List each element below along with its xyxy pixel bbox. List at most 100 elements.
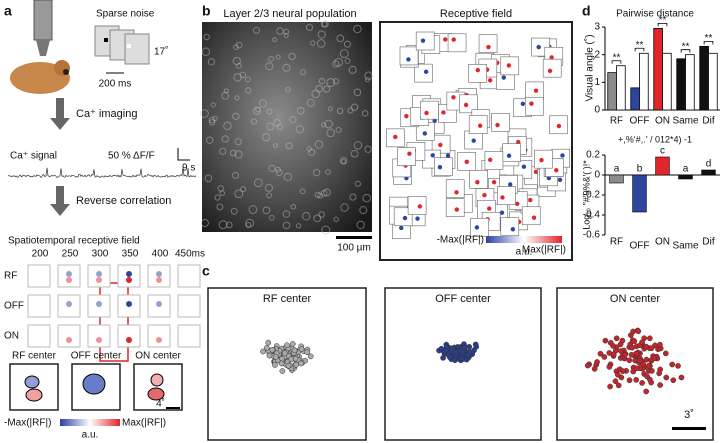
neuron — [348, 65, 357, 74]
rf-blob — [399, 225, 404, 231]
scatter-dot — [594, 359, 600, 365]
colorbar-max: Max(|RF|) — [522, 245, 566, 256]
neuron — [262, 133, 271, 142]
neuron — [310, 40, 316, 46]
sig-bracket — [657, 22, 668, 27]
rf-blob — [501, 75, 507, 80]
rf-blob — [528, 197, 533, 203]
bar-letter: a — [683, 164, 689, 175]
rf-blob — [529, 101, 534, 106]
scatter-dot — [648, 345, 655, 352]
scatter-dot — [644, 373, 650, 380]
neuron — [214, 194, 221, 201]
colorbar-unit: a.u. — [82, 430, 99, 441]
rf-blob — [156, 301, 162, 307]
neuron — [326, 78, 336, 88]
neuron — [268, 55, 275, 62]
calcium-trace — [7, 167, 197, 179]
neuron — [255, 106, 261, 113]
rf-blob — [402, 215, 408, 221]
rf-blob — [560, 153, 565, 158]
neuron — [361, 110, 369, 117]
neuron — [314, 140, 324, 149]
rf-tile — [470, 217, 489, 237]
rf-blob — [487, 78, 493, 83]
rf-blob — [491, 179, 497, 185]
scatter-dot — [614, 371, 621, 378]
neuron — [203, 33, 210, 41]
scatter-dot — [669, 361, 676, 368]
scatter-dot — [307, 353, 314, 360]
neuron — [264, 183, 273, 192]
rf-blob — [506, 153, 512, 158]
neuron — [327, 106, 334, 112]
rf-title: Receptive field — [440, 8, 512, 20]
decoration — [9, 0, 714, 441]
rf-tile — [542, 58, 562, 78]
scatter-dot — [298, 360, 304, 367]
signal-label: Ca⁺ signal — [10, 151, 57, 162]
rf-blob — [66, 277, 72, 283]
rf-tile — [434, 157, 453, 177]
y-tick-label: -0.2 — [583, 190, 601, 201]
center-label: ON center — [135, 351, 181, 362]
y-axis-label: Log₁₀ ′′#′9%&′( )!* — [581, 160, 591, 230]
neuron — [252, 26, 260, 34]
rf-blob — [66, 271, 72, 277]
neuron — [221, 135, 229, 143]
neuron — [272, 143, 278, 149]
stimulus-label: Sparse noise — [96, 9, 155, 20]
neuron — [245, 222, 252, 228]
bar — [699, 45, 709, 111]
colorbar-max: Max(|RF|) — [122, 418, 166, 429]
y-tick-label: -0.4 — [583, 210, 601, 221]
scatter-dot — [284, 342, 290, 349]
rf-blob — [156, 277, 162, 283]
rf-blob — [516, 139, 521, 145]
scatter-dot — [260, 348, 266, 355]
panel-label: a — [4, 3, 12, 19]
scatter-dot — [442, 347, 449, 354]
neuron — [207, 58, 216, 66]
rf-blob — [423, 69, 429, 75]
neuron — [201, 47, 211, 56]
neuron — [266, 108, 273, 115]
scatter-dot — [607, 383, 613, 390]
scatter-dot — [628, 351, 635, 358]
rf-tile — [445, 179, 465, 199]
x-tick-label: OFF — [630, 116, 650, 127]
rf-blob — [126, 337, 132, 343]
duration-label: 200 ms — [99, 79, 132, 90]
rf-blob — [96, 337, 102, 343]
scale-label: 50 % ΔF/F — [108, 151, 155, 162]
rf-frame — [57, 324, 81, 348]
x-tick-label: ON — [655, 116, 670, 127]
scatter-dot — [639, 380, 645, 386]
neuron — [234, 138, 242, 146]
rf-tile — [502, 143, 521, 162]
rf-tile — [445, 198, 465, 217]
neuron — [283, 32, 289, 39]
scatter-dot — [647, 335, 653, 342]
rf-blob — [508, 182, 513, 187]
rf-blob — [393, 134, 398, 140]
scatter-dot — [606, 364, 613, 370]
scatter-dot — [612, 378, 619, 385]
rf-frame — [27, 264, 51, 288]
time-label: 400 — [152, 249, 169, 260]
bar — [616, 65, 626, 111]
neuron — [268, 164, 276, 173]
scatter-dot — [281, 350, 288, 357]
significance: ** — [705, 33, 713, 44]
scatter-dot — [636, 358, 643, 364]
rf-blob — [539, 157, 544, 163]
scatter-dot — [622, 351, 628, 358]
neuron — [316, 39, 326, 48]
neuron — [332, 60, 340, 68]
bar-letter: d — [706, 159, 712, 170]
rf-tile — [491, 113, 510, 132]
neuron — [299, 69, 307, 76]
scale-label: 3˚ — [684, 409, 694, 421]
neuron — [289, 116, 297, 124]
neuron — [344, 58, 351, 64]
